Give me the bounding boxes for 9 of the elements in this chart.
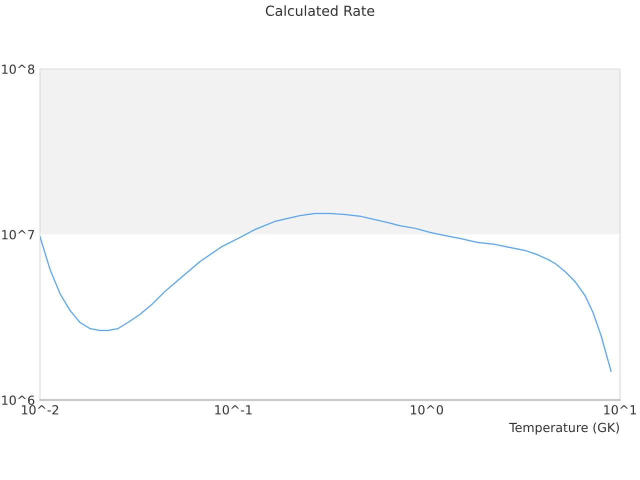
y-tick-label: 10^6 [2, 395, 34, 405]
x-axis-title: Temperature (GK) [509, 422, 619, 435]
x-tick-label: 10^1 [604, 405, 636, 415]
x-tick-label: 10^-1 [215, 405, 252, 415]
x-tick-label: 10^0 [410, 405, 443, 415]
chart-title: Calculated Rate [266, 5, 374, 16]
y-tick-label: 10^7 [2, 230, 34, 240]
x-tick-label: 10^-2 [22, 405, 58, 415]
y-tick-label: 10^8 [2, 64, 34, 74]
